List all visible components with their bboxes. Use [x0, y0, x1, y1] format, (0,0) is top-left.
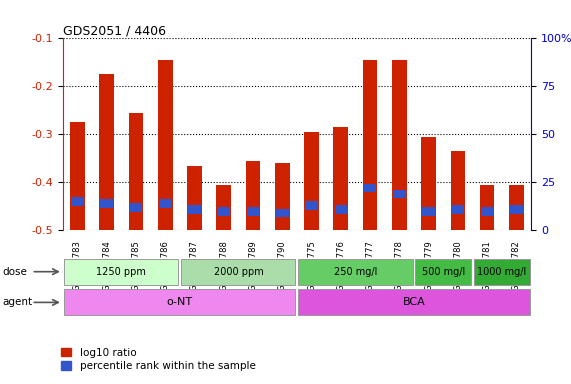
Bar — [100, 199, 113, 208]
Text: 2000 ppm: 2000 ppm — [214, 266, 263, 277]
Text: BCA: BCA — [403, 297, 425, 308]
Bar — [71, 197, 84, 206]
Bar — [393, 190, 405, 198]
Bar — [335, 205, 347, 214]
Bar — [246, 161, 260, 230]
Text: agent: agent — [3, 297, 33, 308]
Bar — [421, 137, 436, 230]
Text: 500 mg/l: 500 mg/l — [421, 266, 465, 277]
Bar — [364, 184, 376, 192]
Text: 250 mg/l: 250 mg/l — [334, 266, 377, 277]
Bar — [216, 185, 231, 230]
Bar — [218, 207, 230, 215]
Legend: log10 ratio, percentile rank within the sample: log10 ratio, percentile rank within the … — [57, 344, 260, 375]
Bar — [299, 259, 412, 285]
Text: dose: dose — [3, 266, 28, 277]
Bar — [423, 207, 435, 215]
Bar — [333, 127, 348, 230]
Bar — [509, 185, 524, 230]
Bar — [188, 205, 201, 214]
Bar — [70, 122, 85, 230]
Bar — [158, 60, 172, 230]
Bar — [416, 259, 471, 285]
Bar — [480, 185, 494, 230]
Bar — [392, 60, 407, 230]
Bar — [275, 163, 289, 230]
Bar — [130, 203, 142, 212]
Bar — [304, 132, 319, 230]
Bar — [99, 74, 114, 230]
Bar — [159, 199, 171, 208]
Bar — [452, 205, 464, 214]
Bar — [299, 290, 529, 315]
Bar — [305, 201, 318, 210]
Bar — [65, 259, 178, 285]
Bar — [510, 205, 522, 214]
Bar — [187, 166, 202, 230]
Bar — [481, 207, 493, 215]
Text: 1000 mg/l: 1000 mg/l — [477, 266, 526, 277]
Text: GDS2051 / 4406: GDS2051 / 4406 — [63, 25, 166, 38]
Bar — [474, 259, 529, 285]
Text: o-NT: o-NT — [167, 297, 193, 308]
Text: 1250 ppm: 1250 ppm — [96, 266, 146, 277]
Bar — [363, 60, 377, 230]
Bar — [182, 259, 295, 285]
Bar — [128, 113, 143, 230]
Bar — [276, 209, 288, 217]
Bar — [65, 290, 295, 315]
Bar — [451, 151, 465, 230]
Bar — [247, 207, 259, 215]
